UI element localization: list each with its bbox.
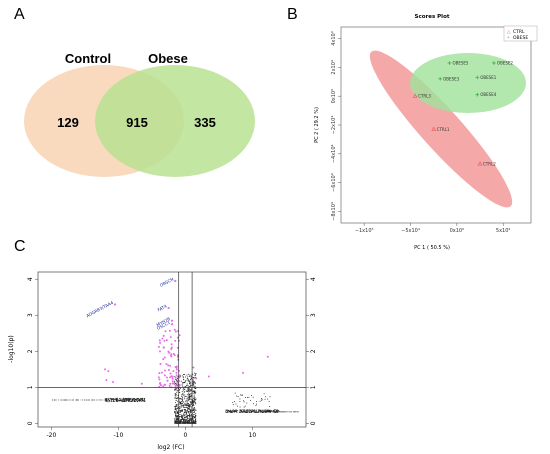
- panel-a-letter: A: [14, 6, 25, 23]
- pca-title: Scores Plot: [415, 14, 450, 20]
- volcano-gene-point: [170, 319, 174, 322]
- panel-b-letter: B: [287, 6, 298, 23]
- venn-count-obese-only: 335: [194, 115, 216, 130]
- venn-label-obese: Obese: [148, 51, 188, 66]
- pca-x-tick-label: −1x10⁵: [355, 228, 374, 234]
- volcano-plot-frame: [37, 271, 307, 428]
- volcano-y-tick-label: 4: [27, 277, 34, 281]
- pca-scores-plot: Scores Plot −1x10⁵ −5x10⁴ 0x10⁰ 5x10⁴ 4x10⁴ 2…: [314, 14, 538, 251]
- pca-point-label: OBESE2: [497, 61, 513, 66]
- volcano-gene-point: [174, 279, 177, 283]
- volcano-gene-point: [113, 303, 117, 306]
- volcano-gene-label: FAT4: [157, 303, 168, 312]
- venn-label-control: Control: [65, 51, 111, 66]
- pca-y-tick-label: 4x10⁴: [331, 31, 337, 46]
- pca-ellipse-ctrl: [369, 50, 513, 208]
- volcano-nonsig-points: [51, 372, 299, 424]
- pca-point-label: OBESE5: [452, 61, 468, 66]
- volcano-ylabel: -log10(p): [8, 335, 15, 362]
- pca-y-tick-label: −2x10⁴: [331, 116, 337, 135]
- volcano-gene-label: MYH7B: [156, 316, 172, 327]
- pca-point-label: CTRL2: [483, 161, 496, 166]
- volcano-y-tick-label: 1: [27, 385, 34, 389]
- volcano-y-tick-label: 2: [27, 349, 34, 353]
- pca-legend: △ CTRL + OBESE: [503, 25, 538, 42]
- venn-count-overlap: 915: [126, 115, 148, 130]
- volcano-gene-label: DSCC1: [156, 320, 171, 331]
- pca-point-ctrl1: [431, 126, 436, 131]
- volcano-gene-point: [170, 323, 174, 326]
- pca-y-tick-label: −4x10⁴: [331, 144, 337, 163]
- volcano-gene-label: OBSCN: [159, 276, 174, 287]
- pca-legend-label-obese: OBESE: [513, 35, 528, 41]
- volcano-y-tick-label: 0: [27, 421, 34, 425]
- volcano-y-tick-label: 3: [27, 313, 34, 317]
- pca-y-tick-label: −6x10⁴: [331, 173, 337, 192]
- pca-point-obese4: [475, 92, 480, 97]
- volcano-right-y-tick-label: 0: [310, 421, 317, 425]
- venn-count-control-only: 129: [57, 115, 79, 130]
- pca-y-tick-label: 2x10⁴: [331, 60, 337, 75]
- volcano-x-tick-label: -20: [46, 432, 56, 439]
- pca-point-label: OBESE4: [480, 92, 496, 97]
- pca-point-obese2: [492, 61, 496, 65]
- pca-legend-marker-obese: +: [507, 35, 510, 40]
- pca-point-label: CTRL3: [418, 94, 431, 99]
- pca-point-label: CTRL1: [437, 127, 450, 132]
- volcano-x-tick-label: -10: [113, 432, 123, 439]
- venn-diagram: Control Obese 129 915 335: [24, 51, 255, 177]
- volcano-gene-point: [167, 306, 170, 310]
- pca-legend-label-ctrl: CTRL: [513, 29, 525, 35]
- pca-x-tick-label: −5x10⁴: [401, 228, 420, 234]
- pca-y-tick-label: −8x10⁴: [331, 202, 337, 221]
- volcano-right-y-tick-label: 1: [310, 385, 317, 389]
- panel-c-letter: C: [14, 238, 26, 255]
- volcano-right-y-tick-label: 2: [310, 349, 317, 353]
- pca-point-ctrl3: [412, 93, 418, 98]
- venn-set-obese: [95, 65, 255, 177]
- pca-y-tick-label: 0x10⁰: [331, 89, 337, 104]
- volcano-right-y-tick-label: 4: [310, 277, 317, 281]
- pca-x-tick-label: 0x10⁰: [450, 228, 465, 234]
- pca-x-tick-label: 5x10⁴: [496, 228, 511, 234]
- pca-point-obese1: [475, 75, 480, 80]
- pca-point-obese5: [447, 61, 452, 65]
- pca-ellipse-obese: [410, 53, 526, 113]
- volcano-gene-label: ADGRB3/TAA4: [85, 300, 114, 319]
- pca-point-label: OBESE3: [443, 76, 459, 81]
- pca-point-obese3: [438, 77, 442, 81]
- volcano-x-tick-label: 10: [249, 432, 257, 439]
- pca-legend-marker-ctrl: △: [507, 29, 511, 34]
- pca-ylabel: PC 2 ( 29.2 %): [314, 107, 320, 143]
- pca-point-ctrl2: [477, 161, 483, 166]
- pca-point-label: OBESE1: [480, 75, 496, 80]
- volcano-x-tick-label: 0: [183, 432, 187, 439]
- pca-xlabel: PC 1 ( 50.5 %): [414, 245, 450, 251]
- volcano-sig-points: [104, 328, 269, 389]
- volcano-xlabel: log2 (FC): [157, 444, 184, 451]
- volcano-right-y-tick-label: 3: [310, 313, 317, 317]
